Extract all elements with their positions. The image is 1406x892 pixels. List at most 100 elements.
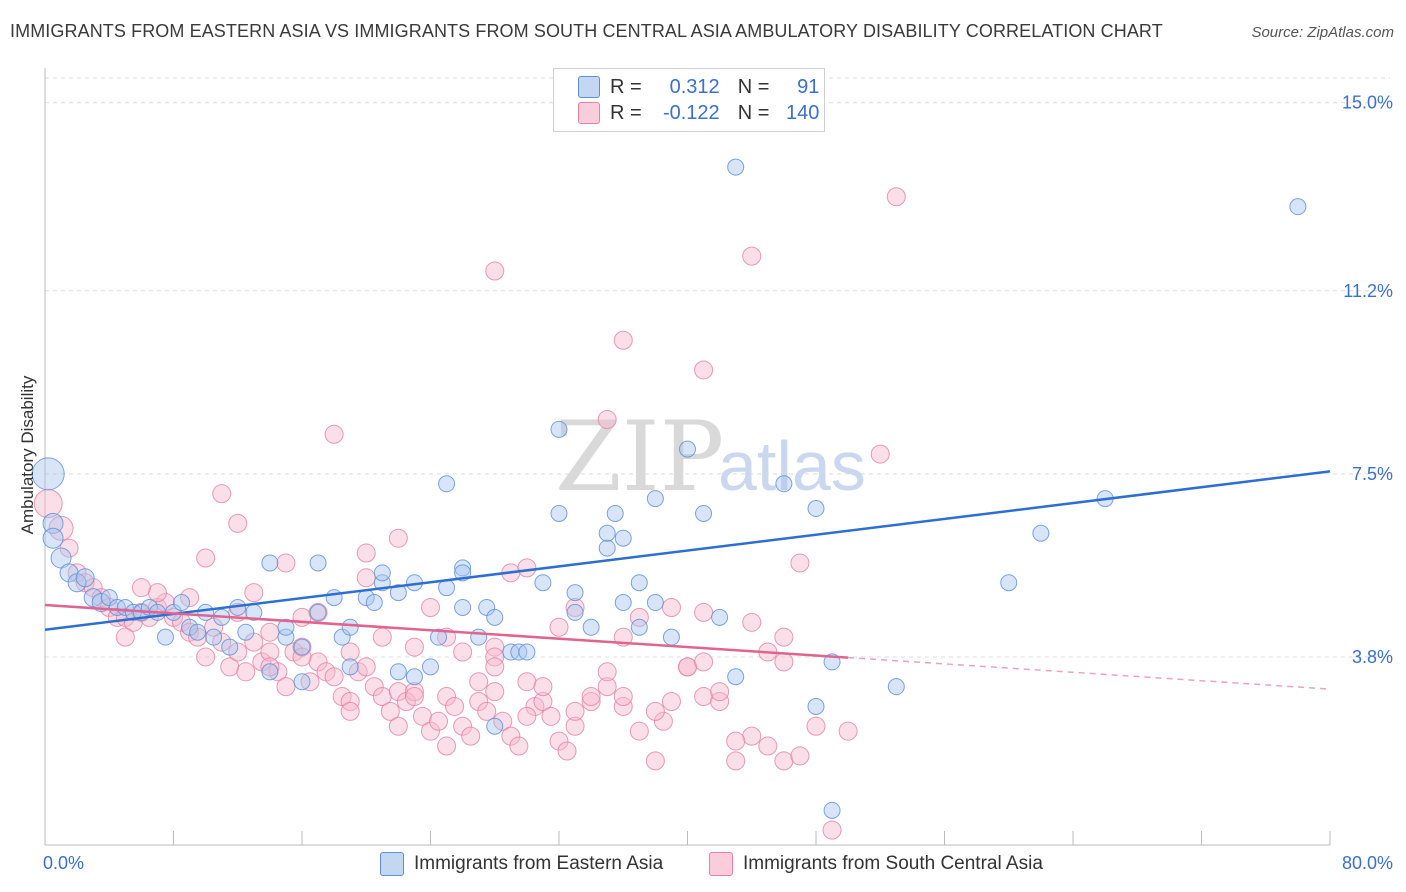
south-central-asia-point-50 — [445, 696, 465, 716]
eastern-asia-point-7 — [91, 593, 111, 613]
tick-labels: 3.8% 7.5% 11.2% 15.0% 0.0% 80.0% — [43, 93, 1393, 873]
south-central-asia-point-147 — [292, 647, 312, 667]
y-tick-label-2: 11.2% — [1343, 281, 1393, 301]
south-central-asia-point-77 — [742, 726, 762, 746]
south-central-asia-point-23 — [228, 642, 248, 662]
south-central-asia-point-135 — [437, 736, 457, 756]
south-central-asia-point-86 — [180, 588, 200, 608]
eastern-asia-point-83 — [807, 500, 825, 518]
south-central-asia-point-85 — [147, 583, 167, 603]
eastern-asia-point-44 — [389, 584, 407, 602]
eastern-asia-point-69 — [606, 504, 624, 522]
chart-title: IMMIGRANTS FROM EASTERN ASIA VS IMMIGRAN… — [10, 21, 1163, 41]
south-central-asia-point-58 — [509, 736, 529, 756]
correlation-legend: R = 0.312 N = 91 R = -0.122 N = 140 — [553, 68, 825, 132]
eastern-asia-point-40 — [365, 594, 383, 612]
eastern-asia-point-92 — [42, 527, 64, 549]
eastern-asia-point-71 — [614, 594, 632, 612]
watermark-atlas: atlas — [718, 427, 866, 505]
eastern-asia-point-84 — [807, 697, 825, 715]
eastern-asia-point-20 — [197, 603, 215, 621]
south-central-asia-point-48 — [429, 711, 449, 731]
eastern-asia-point-77 — [679, 440, 696, 458]
south-central-asia-point-64 — [557, 741, 577, 761]
south-central-asia-point-49 — [437, 687, 457, 707]
south-central-asia-point-67 — [597, 677, 617, 697]
south-central-asia-point-72 — [661, 691, 681, 711]
eastern-asia-point-48 — [430, 628, 448, 646]
eastern-asia-point-68 — [598, 524, 616, 542]
south-central-asia-point-144 — [485, 657, 505, 677]
eastern-asia-point-1 — [42, 512, 64, 534]
south-central-asia-point-66 — [581, 691, 601, 711]
south-central-asia-point-19 — [196, 647, 216, 667]
south-central-asia-point-81 — [790, 746, 810, 766]
legend-swatch-pink — [578, 102, 600, 124]
eastern-asia-point-80 — [727, 668, 745, 686]
south-central-asia-point-70 — [645, 751, 665, 771]
eastern-asia-point-87 — [887, 678, 905, 696]
south-central-asia-point-137 — [597, 409, 617, 429]
eastern-asia-point-28 — [261, 663, 279, 681]
south-central-asia-point-111 — [581, 687, 601, 707]
south-central-asia-point-84 — [115, 627, 135, 647]
eastern-asia-point-51 — [454, 559, 472, 577]
south-central-asia-point-1 — [48, 515, 74, 541]
south-central-asia-point-120 — [726, 731, 746, 751]
legend-n-label: N = — [737, 101, 770, 124]
south-central-asia-point-42 — [380, 701, 400, 721]
south-central-asia-point-127 — [613, 687, 633, 707]
y-tick-label-1: 7.5% — [1352, 464, 1393, 484]
south-central-asia-point-139 — [742, 246, 762, 266]
south-central-asia-point-100 — [404, 637, 424, 657]
eastern-asia-point-57 — [486, 608, 504, 626]
eastern-asia-point-30 — [277, 618, 295, 636]
series-swatch-blue — [380, 852, 404, 876]
south-central-asia-point-88 — [212, 484, 232, 504]
south-central-asia-point-103 — [453, 642, 473, 662]
south-central-asia-point-91 — [260, 642, 280, 662]
eastern-asia-point-53 — [454, 598, 472, 616]
eastern-asia-point-0 — [31, 457, 65, 491]
legend-row-eastern-asia: R = 0.312 N = 91 — [578, 74, 819, 100]
south-central-asia-trend-solid — [44, 603, 849, 659]
south-central-asia-point-121 — [742, 612, 762, 632]
legend-n-value: 140 — [786, 101, 820, 124]
eastern-asia-point-89 — [1032, 524, 1050, 542]
south-central-asia-point-54 — [477, 701, 497, 721]
south-central-asia-point-133 — [131, 578, 151, 598]
eastern-asia-point-47 — [422, 658, 439, 676]
south-central-asia-point-37 — [340, 691, 360, 711]
eastern-asia-point-32 — [293, 673, 311, 691]
south-central-asia-point-136 — [356, 543, 376, 563]
south-central-asia-point-90 — [244, 583, 264, 603]
south-central-asia-point-52 — [461, 726, 481, 746]
eastern-asia-point-78 — [695, 504, 713, 522]
south-central-asia-point-118 — [694, 602, 714, 622]
legend-row-south-central-asia: R = -0.122 N = 140 — [578, 100, 819, 126]
eastern-asia-point-61 — [534, 574, 552, 592]
eastern-asia-point-42 — [373, 564, 391, 582]
y-tick-label-0: 3.8% — [1352, 647, 1393, 667]
eastern-asia-point-65 — [566, 603, 584, 621]
south-central-asia-point-143 — [870, 444, 890, 464]
south-central-asia-point-98 — [372, 627, 392, 647]
south-central-asia-point-110 — [565, 597, 585, 617]
south-central-asia-point-21 — [212, 632, 232, 652]
y-axis-label: Ambulatory Disability — [18, 375, 37, 535]
south-central-asia-point-128 — [485, 647, 505, 667]
eastern-asia-point-70 — [614, 529, 632, 547]
y-tick-label-3: 15.0% — [1342, 93, 1393, 113]
eastern-asia-point-27 — [261, 554, 279, 572]
series-swatch-pink — [709, 852, 733, 876]
south-central-asia-point-140 — [485, 261, 505, 281]
eastern-asia-point-56 — [486, 717, 504, 735]
south-central-asia-point-99 — [388, 528, 408, 548]
south-central-asia-point-93 — [292, 607, 312, 627]
south-central-asia-point-107 — [517, 558, 537, 578]
eastern-asia-point-21 — [205, 628, 223, 646]
south-central-asia-trend-dashed — [848, 656, 1331, 690]
eastern-asia-point-88 — [1000, 574, 1018, 592]
series-name-eastern-asia: Immigrants from Eastern Asia — [414, 853, 664, 874]
eastern-asia-point-63 — [550, 504, 568, 522]
